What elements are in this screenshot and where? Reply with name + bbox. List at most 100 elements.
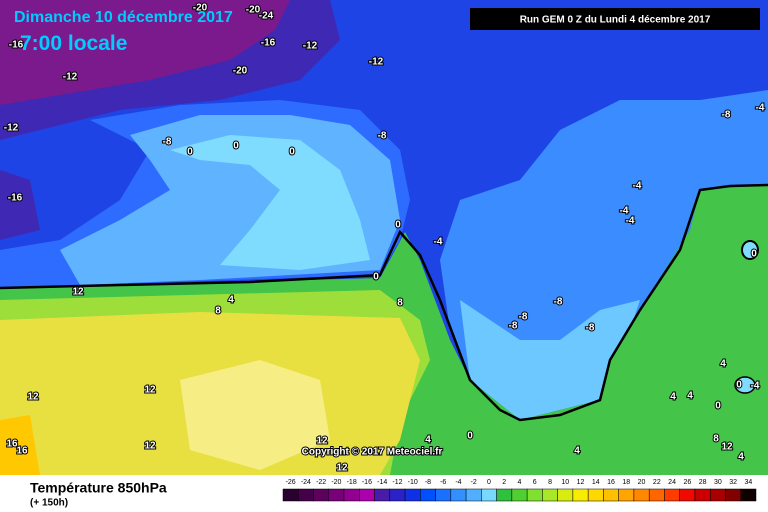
contour-label: 12 bbox=[144, 385, 156, 396]
legend-swatch bbox=[709, 488, 726, 502]
legend-swatch bbox=[725, 488, 741, 502]
contour-label: -8 bbox=[554, 297, 563, 308]
legend-tick-label: 22 bbox=[653, 479, 661, 486]
legend-swatch bbox=[648, 488, 665, 502]
lead-time: (+ 150h) bbox=[30, 498, 68, 509]
contour-label: 4 bbox=[670, 392, 676, 403]
contour-label: -4 bbox=[751, 381, 760, 392]
legend-swatch bbox=[664, 488, 680, 502]
legend-tick-label: 2 bbox=[502, 479, 506, 486]
contour-label: 8 bbox=[215, 306, 221, 317]
contour-label: 12 bbox=[144, 441, 156, 452]
contour-label: -12 bbox=[369, 57, 384, 68]
legend-tick-label: -20 bbox=[331, 479, 341, 486]
legend-swatch bbox=[328, 488, 345, 502]
contour-label: 12 bbox=[336, 463, 348, 474]
contour-label: 0 bbox=[736, 380, 742, 391]
forecast-date: Dimanche 10 décembre 2017 bbox=[14, 9, 233, 26]
forecast-time: 7:00 locale bbox=[20, 32, 127, 55]
legend-swatch bbox=[511, 488, 528, 502]
legend-swatch bbox=[282, 488, 299, 502]
legend-tick-label: -24 bbox=[301, 479, 311, 486]
contour-label: -4 bbox=[620, 206, 629, 217]
contour-label: 4 bbox=[687, 391, 693, 402]
legend-tick-label: 20 bbox=[638, 479, 646, 486]
legend-swatch bbox=[481, 488, 497, 502]
legend-swatch bbox=[389, 488, 406, 502]
legend-swatch bbox=[679, 488, 696, 502]
legend-tick-label: 8 bbox=[548, 479, 552, 486]
legend-tick-label: -8 bbox=[425, 479, 431, 486]
legend-tick-label: -14 bbox=[377, 479, 387, 486]
color-legend: -26 -24 -22 -20 -18 -16 -14 -12 -10 -8 -6 -4 -2 0 2 4 6 8… bbox=[282, 479, 757, 502]
contour-label: -8 bbox=[519, 312, 528, 323]
contour-label: 8 bbox=[397, 298, 403, 309]
legend-tick-label: 16 bbox=[607, 479, 615, 486]
legend-tick-label: 26 bbox=[683, 479, 691, 486]
legend-swatch bbox=[343, 488, 360, 502]
contour-label: 8 bbox=[713, 434, 719, 445]
copyright: Copyright © 2017 Meteociel.fr bbox=[302, 447, 443, 458]
legend-swatch bbox=[694, 488, 711, 502]
legend-tick-label: 32 bbox=[729, 479, 737, 486]
field-title: Température 850hPa bbox=[30, 480, 167, 496]
legend-swatch bbox=[618, 488, 635, 502]
contour-label: 0 bbox=[395, 220, 401, 231]
legend-swatch bbox=[359, 488, 375, 502]
legend-tick-label: -4 bbox=[455, 479, 461, 486]
legend-tick-label: -26 bbox=[286, 479, 296, 486]
legend-tick-label: 28 bbox=[699, 479, 707, 486]
contour-label: 4 bbox=[574, 446, 580, 457]
legend-swatch bbox=[298, 488, 314, 502]
legend-swatch bbox=[603, 488, 619, 502]
legend-swatch bbox=[633, 488, 650, 502]
legend-tick-label: -22 bbox=[316, 479, 326, 486]
contour-label: 16 bbox=[6, 439, 18, 450]
contour-label: 4 bbox=[738, 452, 744, 463]
contour-label: 12 bbox=[316, 436, 328, 447]
legend-tick-label: 34 bbox=[744, 479, 752, 486]
legend-tick-label: 0 bbox=[487, 479, 491, 486]
contour-label: -4 bbox=[626, 216, 635, 227]
contour-label: -24 bbox=[259, 11, 274, 22]
legend-tick-label: 18 bbox=[622, 479, 630, 486]
contour-label: -8 bbox=[509, 321, 518, 332]
contour-label: -16 bbox=[8, 193, 23, 204]
contour-label: 0 bbox=[373, 272, 379, 283]
legend-tick-label: 10 bbox=[561, 479, 569, 486]
contour-label: 12 bbox=[72, 287, 84, 298]
contour-label: 0 bbox=[751, 249, 757, 260]
contour-label: -8 bbox=[378, 131, 387, 142]
contour-label: 4 bbox=[720, 359, 726, 370]
legend-tick-label: -16 bbox=[362, 479, 372, 486]
contour-label: -8 bbox=[163, 137, 172, 148]
legend-tick-label: 12 bbox=[577, 479, 585, 486]
legend-swatch bbox=[740, 488, 757, 502]
legend-swatch bbox=[374, 488, 391, 502]
contour-label: -20 bbox=[193, 3, 208, 14]
legend-swatch bbox=[542, 488, 558, 502]
legend-tick-label: 24 bbox=[668, 479, 676, 486]
contour-label: -12 bbox=[4, 123, 19, 134]
contour-label: 0 bbox=[289, 147, 295, 158]
contour-label: -16 bbox=[261, 38, 276, 49]
contour-label: 0 bbox=[233, 141, 239, 152]
legend-tick-label: -10 bbox=[408, 479, 418, 486]
legend-swatch bbox=[572, 488, 589, 502]
contour-label: 12 bbox=[27, 392, 39, 403]
legend-swatch bbox=[435, 488, 452, 502]
legend-swatch bbox=[465, 488, 482, 502]
legend-tick-label: 14 bbox=[592, 479, 600, 486]
contour-label: -16 bbox=[9, 40, 24, 51]
contour-label: -20 bbox=[233, 66, 248, 77]
legend-tick-label: 4 bbox=[518, 479, 522, 486]
legend-swatch bbox=[496, 488, 513, 502]
contour-label: 12 bbox=[721, 442, 733, 453]
legend-swatch bbox=[526, 488, 543, 502]
contour-label: 0 bbox=[467, 431, 473, 442]
contour-labels: -20 -20-24-16-12-16 -12-20-12-12-8-8000-16… bbox=[3, 2, 766, 475]
contour-label: -4 bbox=[633, 181, 642, 192]
map-field bbox=[0, 0, 768, 475]
run-info: Run GEM 0 Z du Lundi 4 décembre 2017 bbox=[520, 15, 711, 26]
